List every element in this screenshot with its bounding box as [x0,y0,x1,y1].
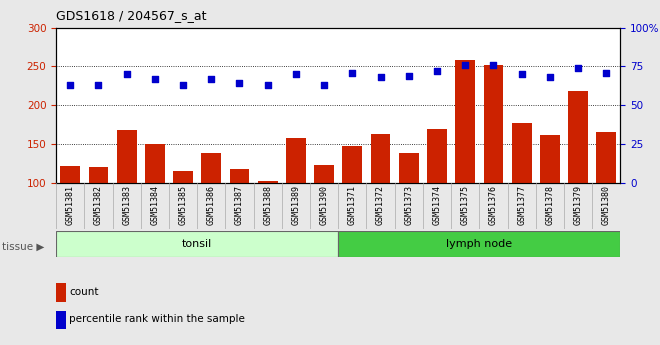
Point [460,62,471,68]
Bar [201,153,221,183]
Text: GDS1618 / 204567_s_at: GDS1618 / 204567_s_at [56,9,207,22]
Bar [338,231,620,257]
Text: lymph node: lymph node [446,239,512,249]
Bar [512,123,531,183]
Point [601,70,612,76]
Text: GSM51383: GSM51383 [122,185,131,225]
Point [178,82,188,88]
Bar [258,180,278,183]
Bar [427,129,447,183]
Point [290,71,301,77]
Bar [145,144,165,183]
Point [488,62,499,68]
Bar [173,171,193,183]
Text: GSM51373: GSM51373 [405,185,413,225]
Point [544,75,555,80]
Text: GSM51371: GSM51371 [348,185,357,225]
Text: GSM51377: GSM51377 [517,185,526,225]
Bar [484,65,504,183]
Text: GSM51376: GSM51376 [489,185,498,225]
Text: GSM51381: GSM51381 [66,185,75,225]
Point [573,65,583,71]
Text: GSM51382: GSM51382 [94,185,103,225]
Text: GSM51379: GSM51379 [574,185,583,225]
Point [206,76,216,81]
Bar [88,167,108,183]
Bar [597,132,616,183]
Point [432,68,442,74]
Bar [371,134,391,183]
Text: GSM51390: GSM51390 [319,185,329,225]
Bar [540,135,560,183]
Bar [56,231,338,257]
Text: GSM51380: GSM51380 [602,185,611,225]
Bar [230,169,249,183]
Point [150,76,160,81]
Text: GSM51389: GSM51389 [292,185,300,225]
Text: GSM51375: GSM51375 [461,185,470,225]
Point [347,70,358,76]
Text: GSM51388: GSM51388 [263,185,272,225]
Text: GSM51385: GSM51385 [179,185,187,225]
Bar [343,146,362,183]
Bar [117,130,137,183]
Bar [568,91,588,183]
Point [93,82,104,88]
Point [403,73,414,79]
Text: GSM51374: GSM51374 [432,185,442,225]
Point [263,82,273,88]
Bar [399,153,418,183]
Text: percentile rank within the sample: percentile rank within the sample [69,314,245,324]
Text: count: count [69,287,99,296]
Text: GSM51387: GSM51387 [235,185,244,225]
Point [319,82,329,88]
Bar [314,165,334,183]
Text: GSM51372: GSM51372 [376,185,385,225]
Point [121,71,132,77]
Text: GSM51384: GSM51384 [150,185,159,225]
Text: tissue ▶: tissue ▶ [2,242,44,252]
Point [516,71,527,77]
Text: tonsil: tonsil [182,239,213,249]
Point [234,81,245,86]
Text: GSM51378: GSM51378 [545,185,554,225]
Bar [60,166,80,183]
Bar [455,60,475,183]
Bar [286,138,306,183]
Point [376,75,386,80]
Text: GSM51386: GSM51386 [207,185,216,225]
Point [65,82,75,88]
